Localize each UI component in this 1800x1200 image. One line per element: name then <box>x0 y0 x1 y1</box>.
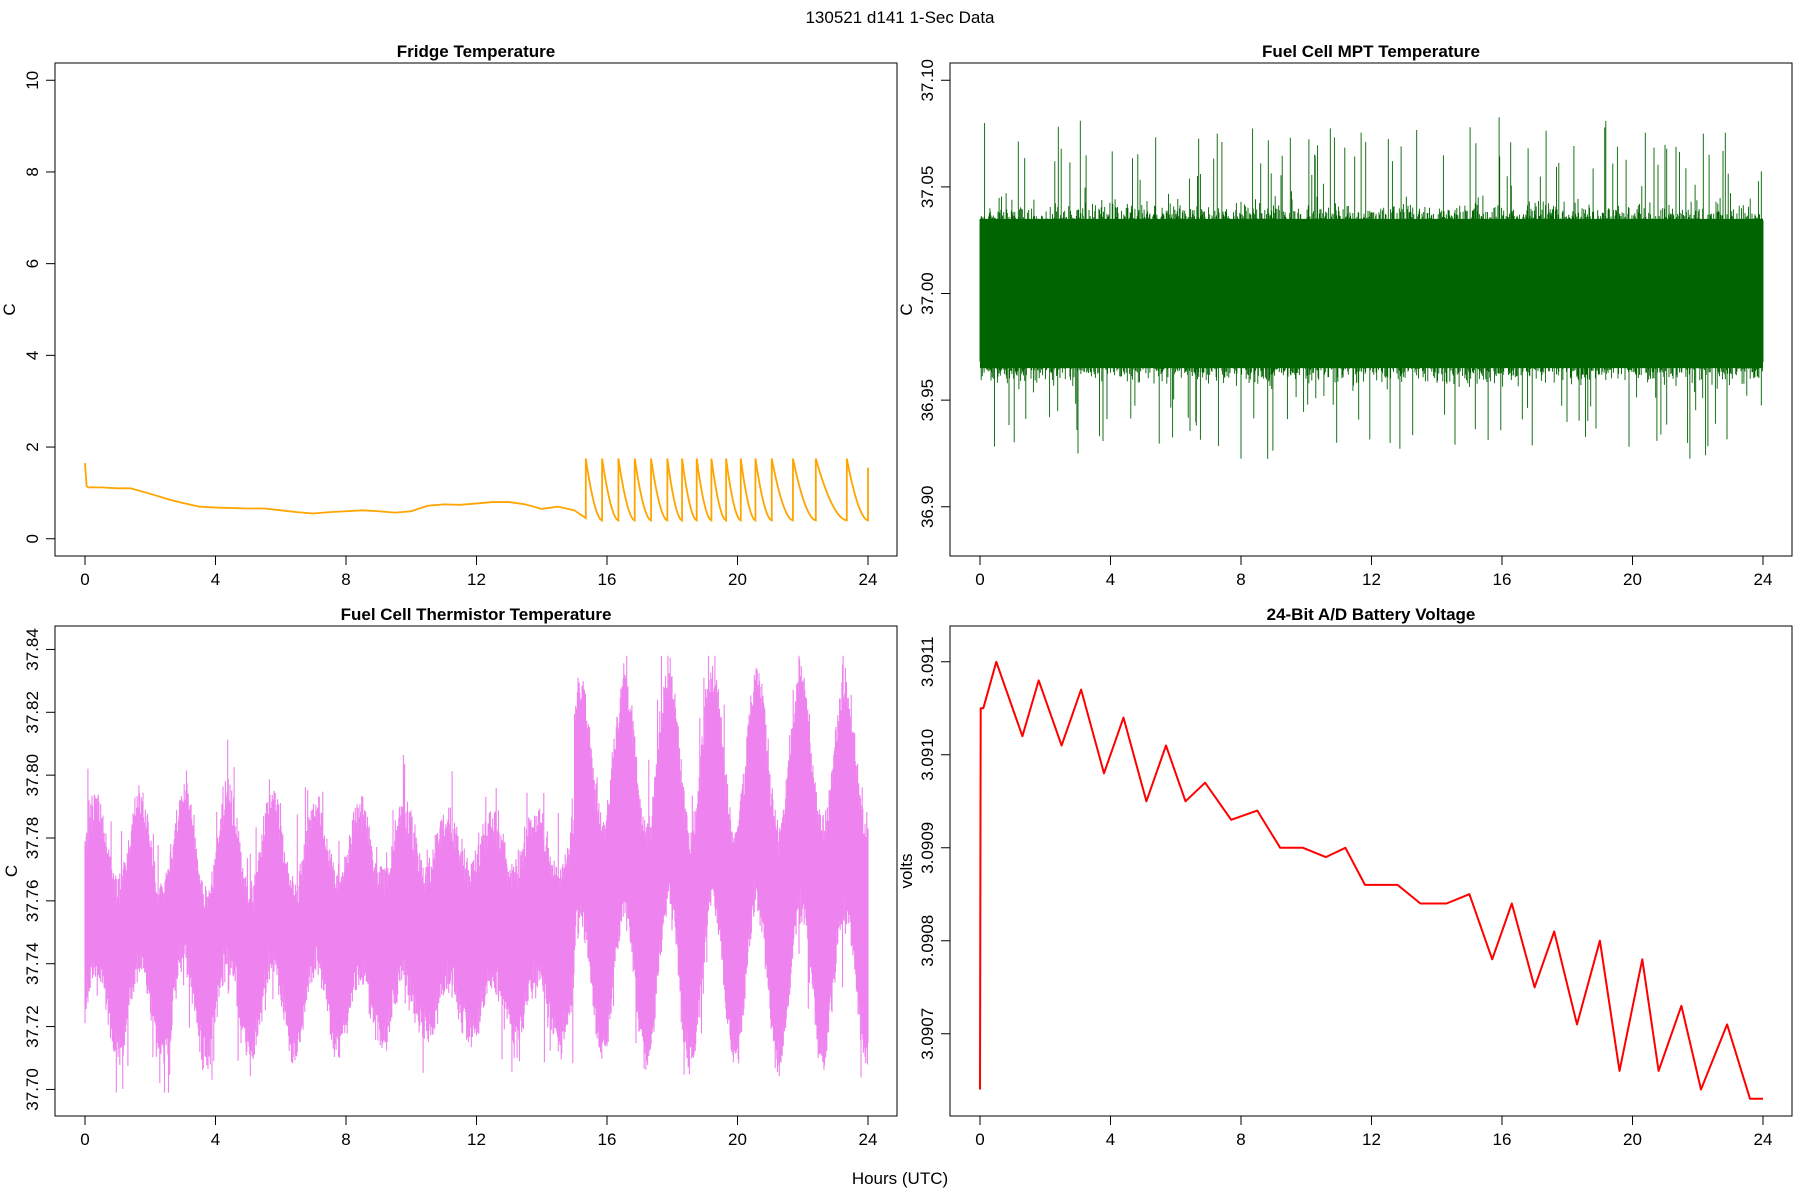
x-tick-label-fuel-cell-mpt: 8 <box>1236 570 1245 589</box>
x-tick-label-fridge: 0 <box>80 570 89 589</box>
y-tick-label-fridge: 6 <box>23 259 42 268</box>
x-tick-label-fuel-cell-thermistor: 24 <box>859 1130 878 1149</box>
y-tick-label-fuel-cell-thermistor: 37.80 <box>23 754 42 797</box>
panel-title-fridge: Fridge Temperature <box>397 42 555 61</box>
y-tick-label-fridge: 4 <box>23 351 42 360</box>
figure-suptitle: 130521 d141 1-Sec Data <box>805 8 995 27</box>
x-tick-label-fuel-cell-mpt: 24 <box>1754 570 1773 589</box>
y-tick-label-battery-voltage: 3.0907 <box>918 1008 937 1060</box>
series-trace-fuel-cell-thermistor <box>84 655 869 1093</box>
panel-fuel-cell-mpt: Fuel Cell MPT Temperature 0 4 8 12 16 20 24 36.9… <box>897 42 1793 589</box>
x-tick-label-fuel-cell-thermistor: 8 <box>341 1130 350 1149</box>
y-axis-label-fuel-cell-mpt: C <box>897 303 916 315</box>
x-tick-label-battery-voltage: 4 <box>1106 1130 1115 1149</box>
x-tick-label-battery-voltage: 0 <box>975 1130 984 1149</box>
y-tick-label-fuel-cell-mpt: 37.05 <box>918 166 937 209</box>
series-line-fridge-temperature <box>84 458 869 523</box>
x-tick-label-fridge: 24 <box>859 570 878 589</box>
y-tick-label-fridge: 0 <box>23 534 42 543</box>
y-axis-label-fridge: C <box>0 303 19 315</box>
plot-frame-fridge <box>54 62 898 557</box>
x-tick-label-fuel-cell-mpt: 12 <box>1362 570 1381 589</box>
panel-fuel-cell-thermistor: Fuel Cell Thermistor Temperature 0 4 8 12 16 2… <box>2 605 898 1149</box>
x-tick-label-fuel-cell-mpt: 0 <box>975 570 984 589</box>
y-tick-label-fridge: 2 <box>23 442 42 451</box>
x-tick-label-battery-voltage: 16 <box>1493 1130 1512 1149</box>
x-tick-label-fridge: 12 <box>467 570 486 589</box>
plot-area-battery-voltage <box>979 660 1763 1100</box>
plot-area-fridge <box>84 458 869 523</box>
panel-title-fuel-cell-thermistor: Fuel Cell Thermistor Temperature <box>341 605 612 624</box>
plot-frame-battery-voltage <box>949 625 1793 1117</box>
x-tick-label-battery-voltage: 8 <box>1236 1130 1245 1149</box>
x-tick-label-fridge: 8 <box>341 570 350 589</box>
y-tick-label-fuel-cell-thermistor: 37.84 <box>23 628 42 671</box>
x-tick-label-fridge: 4 <box>211 570 220 589</box>
panel-title-battery-voltage: 24-Bit A/D Battery Voltage <box>1267 605 1476 624</box>
x-tick-label-battery-voltage: 20 <box>1623 1130 1642 1149</box>
y-tick-label-fuel-cell-mpt: 36.90 <box>918 485 937 528</box>
x-tick-label-fuel-cell-thermistor: 12 <box>467 1130 486 1149</box>
y-tick-label-fridge: 8 <box>23 167 42 176</box>
y-tick-label-battery-voltage: 3.0909 <box>918 822 937 874</box>
y-tick-label-fuel-cell-thermistor: 37.72 <box>23 1005 42 1048</box>
y-axis-label-battery-voltage: volts <box>897 854 916 889</box>
plot-area-fuel-cell-mpt <box>979 117 1764 459</box>
x-tick-label-fuel-cell-mpt: 20 <box>1623 570 1642 589</box>
y-tick-label-battery-voltage: 3.0911 <box>918 636 937 687</box>
shared-x-axis-label: Hours (UTC) <box>852 1169 948 1188</box>
y-tick-label-fuel-cell-mpt: 37.00 <box>918 272 937 315</box>
y-tick-label-battery-voltage: 3.0908 <box>918 915 937 967</box>
x-tick-label-fuel-cell-thermistor: 16 <box>598 1130 617 1149</box>
y-tick-label-fuel-cell-thermistor: 37.70 <box>23 1068 42 1111</box>
x-tick-label-fuel-cell-thermistor: 20 <box>728 1130 747 1149</box>
y-axis-label-fuel-cell-thermistor: C <box>2 865 21 877</box>
plot-area-fuel-cell-thermistor <box>84 655 869 1093</box>
y-tick-label-battery-voltage: 3.0910 <box>918 729 937 781</box>
x-tick-label-fuel-cell-mpt: 4 <box>1106 570 1115 589</box>
x-tick-label-fridge: 16 <box>598 570 617 589</box>
y-tick-label-fuel-cell-mpt: 36.95 <box>918 379 937 422</box>
y-tick-label-fridge: 10 <box>23 71 42 90</box>
y-tick-label-fuel-cell-mpt: 37.10 <box>918 59 937 102</box>
x-tick-label-fuel-cell-thermistor: 0 <box>80 1130 89 1149</box>
panel-battery-voltage: 24-Bit A/D Battery Voltage 0 4 8 12 16 20 24 3.0… <box>897 605 1793 1149</box>
x-tick-label-fuel-cell-thermistor: 4 <box>211 1130 220 1149</box>
y-tick-label-fuel-cell-thermistor: 37.76 <box>23 880 42 923</box>
y-tick-label-fuel-cell-thermistor: 37.78 <box>23 817 42 860</box>
x-tick-label-battery-voltage: 12 <box>1362 1130 1381 1149</box>
series-band-fuel-cell-mpt <box>980 218 1763 369</box>
series-line-battery-voltage <box>979 660 1763 1100</box>
x-tick-label-battery-voltage: 24 <box>1754 1130 1773 1149</box>
x-tick-label-fridge: 20 <box>728 570 747 589</box>
y-tick-label-fuel-cell-thermistor: 37.82 <box>23 691 42 734</box>
panel-title-fuel-cell-mpt: Fuel Cell MPT Temperature <box>1262 42 1480 61</box>
y-tick-label-fuel-cell-thermistor: 37.74 <box>23 942 42 985</box>
x-tick-label-fuel-cell-mpt: 16 <box>1493 570 1512 589</box>
